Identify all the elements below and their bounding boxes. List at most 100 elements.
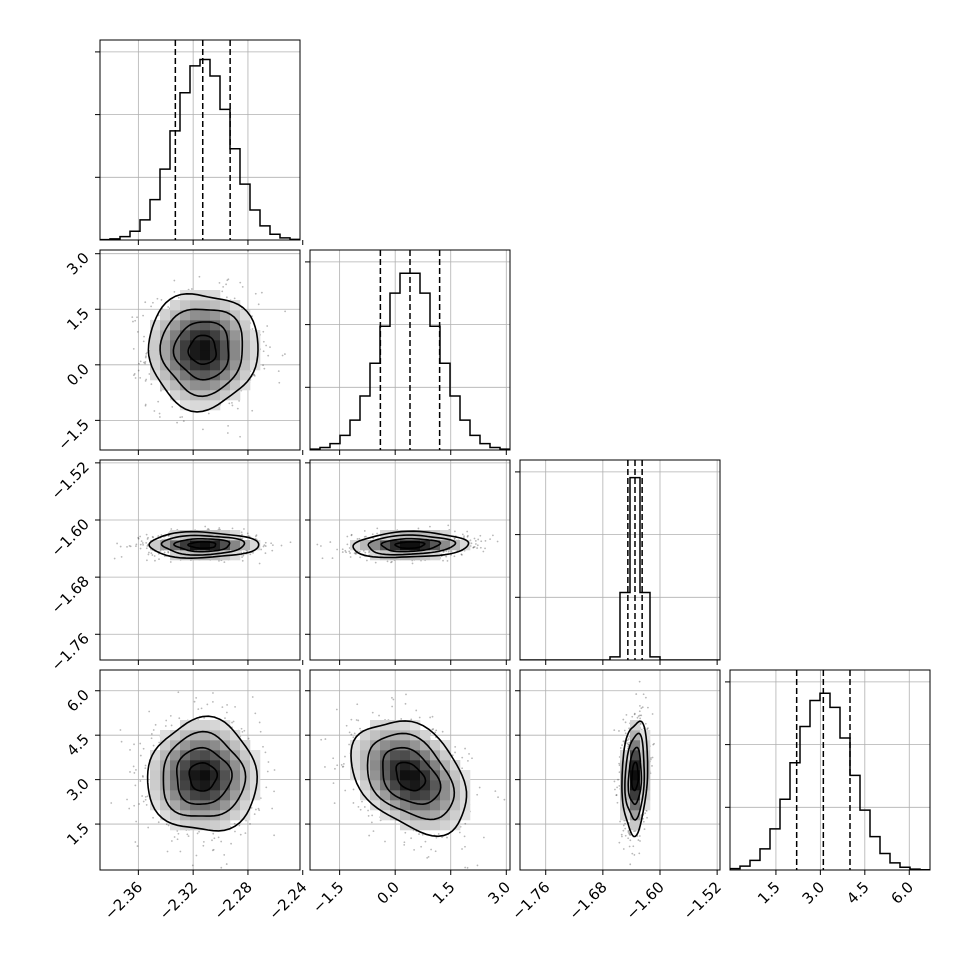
point-3-0-550 (223, 854, 226, 856)
point-2-0-79 (116, 542, 118, 545)
point-3-0-388 (197, 708, 200, 711)
point-2-0-630 (280, 544, 283, 547)
point-2-1-96 (374, 561, 377, 564)
density-cell-1-0-7-6 (170, 380, 181, 391)
point-2-0-173 (135, 545, 137, 548)
point-3-1-503 (359, 808, 362, 811)
density-cell-1-0-8-5 (180, 390, 191, 401)
density-cell-3-1-13-6 (440, 800, 451, 811)
density-cell-3-1-12-7 (430, 790, 441, 801)
point-2-1-139 (466, 535, 469, 538)
point-3-0-826 (142, 747, 145, 750)
point-3-1-17 (348, 731, 351, 734)
density-cell-1-0-9-4 (190, 400, 201, 411)
density-cell-3-2-12-11 (640, 750, 651, 761)
point-3-1-606 (350, 718, 353, 721)
density-cell-1-0-11-6 (210, 380, 221, 391)
contour-3-2-2 (624, 732, 646, 821)
point-3-0-71 (258, 721, 261, 724)
point-3-0-546 (187, 835, 190, 838)
point-1-0-386 (198, 275, 201, 278)
density-cell-2-0-5-11 (150, 540, 161, 551)
point-3-2-181 (628, 845, 631, 848)
point-3-0-95 (262, 745, 264, 748)
point-1-0-647 (144, 301, 147, 304)
point-2-1-556 (474, 543, 477, 545)
point-3-1-668 (418, 833, 420, 835)
density-cell-3-0-11-12 (210, 740, 221, 751)
point-3-1-164 (359, 727, 361, 730)
density-cell-3-1-5-10 (360, 760, 371, 771)
density-cell-1-0-11-13 (210, 310, 221, 321)
density-cell-3-1-12-12 (430, 740, 441, 751)
density-cell-1-0-12-9 (220, 350, 231, 361)
density-cell-3-1-7-7 (380, 790, 391, 801)
density-cell-3-0-10-7 (200, 790, 211, 801)
point-3-0-725 (258, 809, 261, 812)
density-cell-1-0-5-12 (150, 320, 161, 331)
point-3-2-168 (627, 745, 630, 748)
density-cell-3-1-10-7 (410, 790, 421, 801)
density-cell-1-0-13-11 (230, 330, 241, 341)
point-1-0-333 (144, 362, 146, 365)
density-cell-1-0-9-15 (190, 290, 201, 301)
density-cell-3-0-14-7 (240, 790, 251, 801)
density-cell-1-0-11-5 (210, 390, 221, 401)
point-3-2-322 (624, 721, 627, 724)
point-2-1-673 (474, 540, 477, 542)
density-cell-1-0-14-9 (240, 350, 251, 361)
density-cell-3-1-5-8 (360, 780, 371, 791)
density-cell-2-0-8-11 (180, 540, 191, 551)
point-3-2-876 (638, 710, 641, 713)
contour-3-1-0 (395, 761, 427, 792)
point-3-1-216 (410, 837, 413, 840)
point-2-0-6 (167, 550, 170, 553)
density-cell-3-0-13-12 (230, 740, 241, 751)
point-3-0-659 (273, 834, 276, 837)
point-2-1-217 (355, 552, 358, 555)
density-cell-3-0-13-10 (230, 760, 241, 771)
point-3-0-384 (152, 816, 154, 819)
y-tick-label-2-3: −1.52 (48, 458, 93, 503)
density-cell-3-1-5-11 (360, 750, 371, 761)
density-cell-2-0-11-12 (210, 530, 221, 541)
contour-2-0-1 (173, 538, 231, 553)
density-cell-1-0-7-11 (170, 330, 181, 341)
point-3-2-702 (652, 743, 655, 746)
point-2-0-749 (271, 544, 274, 547)
point-3-0-502 (150, 733, 153, 735)
density-cell-3-2-10-10 (620, 760, 631, 771)
x-tick-label-3-1: 3.0 (799, 878, 829, 908)
point-3-1-718 (476, 793, 479, 796)
density-cell-1-0-13-14 (230, 300, 241, 311)
contour-2-1-3 (352, 530, 470, 559)
density-cell-3-0-11-9 (210, 770, 221, 781)
point-3-2-338 (629, 833, 632, 836)
point-3-2-56 (631, 852, 634, 855)
density-cell-3-1-5-13 (360, 730, 371, 741)
x-tick-label-1-2: 1.5 (429, 878, 459, 908)
point-3-0-774 (271, 807, 274, 810)
density-cell-3-1-4-11 (350, 750, 361, 761)
point-1-0-654 (144, 356, 147, 359)
density-cell-3-1-14-4 (450, 820, 461, 831)
point-1-0-443 (251, 409, 254, 412)
point-3-2-615 (618, 771, 621, 774)
hist-line-2 (520, 476, 720, 660)
density-cell-2-1-9-11 (400, 540, 411, 551)
point-3-2-193 (629, 839, 632, 842)
point-3-1-785 (340, 764, 343, 766)
point-2-1-504 (476, 544, 479, 547)
contour-1-0-2 (159, 308, 244, 398)
point-1-0-771 (173, 279, 176, 282)
point-2-1-242 (371, 533, 374, 536)
point-2-0-343 (289, 541, 292, 544)
point-3-1-275 (344, 755, 346, 758)
density-cell-3-0-12-10 (220, 760, 231, 771)
panel-2-1 (310, 460, 510, 660)
density-cell-1-0-10-13 (200, 310, 211, 321)
point-3-2-364 (647, 706, 649, 709)
density-cell-3-0-8-13 (180, 730, 191, 741)
point-3-0-380 (133, 743, 135, 746)
point-3-0-105 (169, 714, 172, 717)
